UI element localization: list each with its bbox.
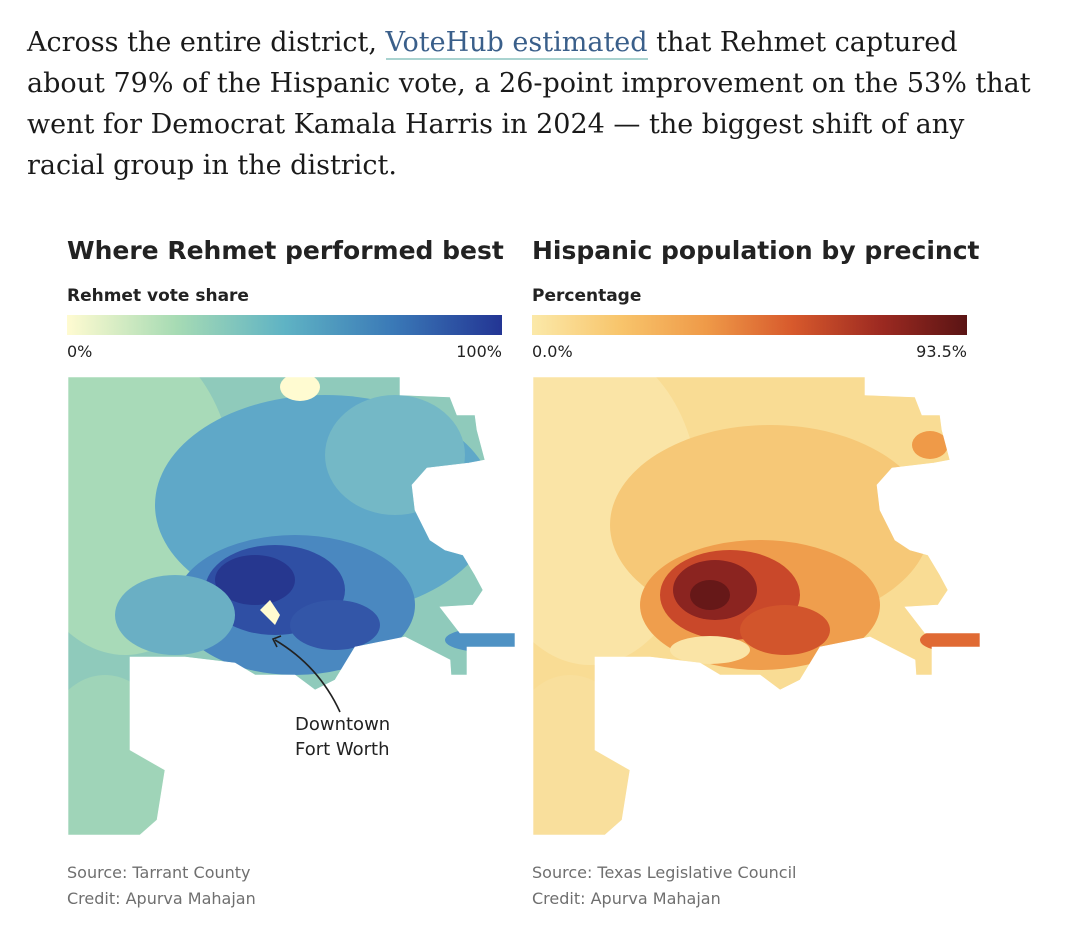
rehmet-legend-max: 100%: [456, 342, 502, 361]
hispanic-legend-max: 93.5%: [916, 342, 967, 361]
hispanic-legend-ticks: 0.0% 93.5%: [532, 338, 967, 362]
downtown-annotation: Downtown Fort Worth: [295, 712, 390, 762]
votehub-link[interactable]: VoteHub estimated: [385, 27, 648, 60]
rehmet-east-edge-area: [445, 628, 515, 652]
article-paragraph: Across the entire district, VoteHub esti…: [27, 22, 1037, 186]
rehmet-low-share-patch: [280, 377, 320, 401]
rehmet-core-area: [215, 555, 295, 605]
rehmet-west-area: [68, 377, 235, 655]
downtown-pointer-arrowhead: [271, 635, 282, 648]
rehmet-downtown-gap: [260, 600, 280, 625]
rehmet-map-panel: Where Rehmet performed best Rehmet vote …: [67, 233, 507, 362]
rehmet-vote-share-map: [67, 376, 516, 835]
hispanic-source-block: Source: Texas Legislative Council Credit…: [532, 860, 796, 912]
hispanic-southeast-area: [740, 605, 830, 655]
hispanic-population-map: [532, 376, 981, 835]
rehmet-legend-ticks: 0% 100%: [67, 338, 502, 362]
hispanic-legend-min: 0.0%: [532, 342, 573, 361]
hispanic-northeast-patch: [912, 431, 948, 459]
rehmet-east-downtown-area: [290, 600, 380, 650]
hispanic-map-panel: Hispanic population by precinct Percenta…: [532, 233, 980, 362]
hispanic-map-title: Hispanic population by precinct: [532, 236, 980, 265]
hispanic-district-outline: [532, 376, 981, 835]
downtown-annotation-line-2: Fort Worth: [295, 739, 390, 760]
rehmet-legend-min: 0%: [67, 342, 93, 361]
hispanic-credit: Credit: Apurva Mahajan: [532, 889, 721, 908]
rehmet-source: Source: Tarrant County: [67, 863, 251, 882]
hispanic-source: Source: Texas Legislative Council: [532, 863, 797, 882]
rehmet-color-scale: [67, 315, 502, 335]
hispanic-east-edge-area: [920, 628, 980, 652]
rehmet-west-central-area: [115, 575, 235, 655]
article-text-start: Across the entire district,: [27, 27, 386, 58]
hispanic-peak-area: [690, 580, 730, 610]
article-text-end: that Rehmet captured about 79% of the Hi…: [27, 27, 1031, 181]
hispanic-legend-title: Percentage: [532, 286, 642, 306]
hispanic-color-scale: [532, 315, 967, 335]
hispanic-south-light-area: [670, 636, 750, 664]
rehmet-district-outline: [67, 376, 516, 835]
rehmet-source-block: Source: Tarrant County Credit: Apurva Ma…: [67, 860, 256, 912]
rehmet-credit: Credit: Apurva Mahajan: [67, 889, 256, 908]
rehmet-legend-title: Rehmet vote share: [67, 286, 249, 306]
downtown-pointer-line: [274, 639, 341, 713]
rehmet-northeast-area: [325, 395, 465, 515]
downtown-annotation-line-1: Downtown: [295, 714, 391, 735]
rehmet-map-title: Where Rehmet performed best: [67, 236, 504, 265]
